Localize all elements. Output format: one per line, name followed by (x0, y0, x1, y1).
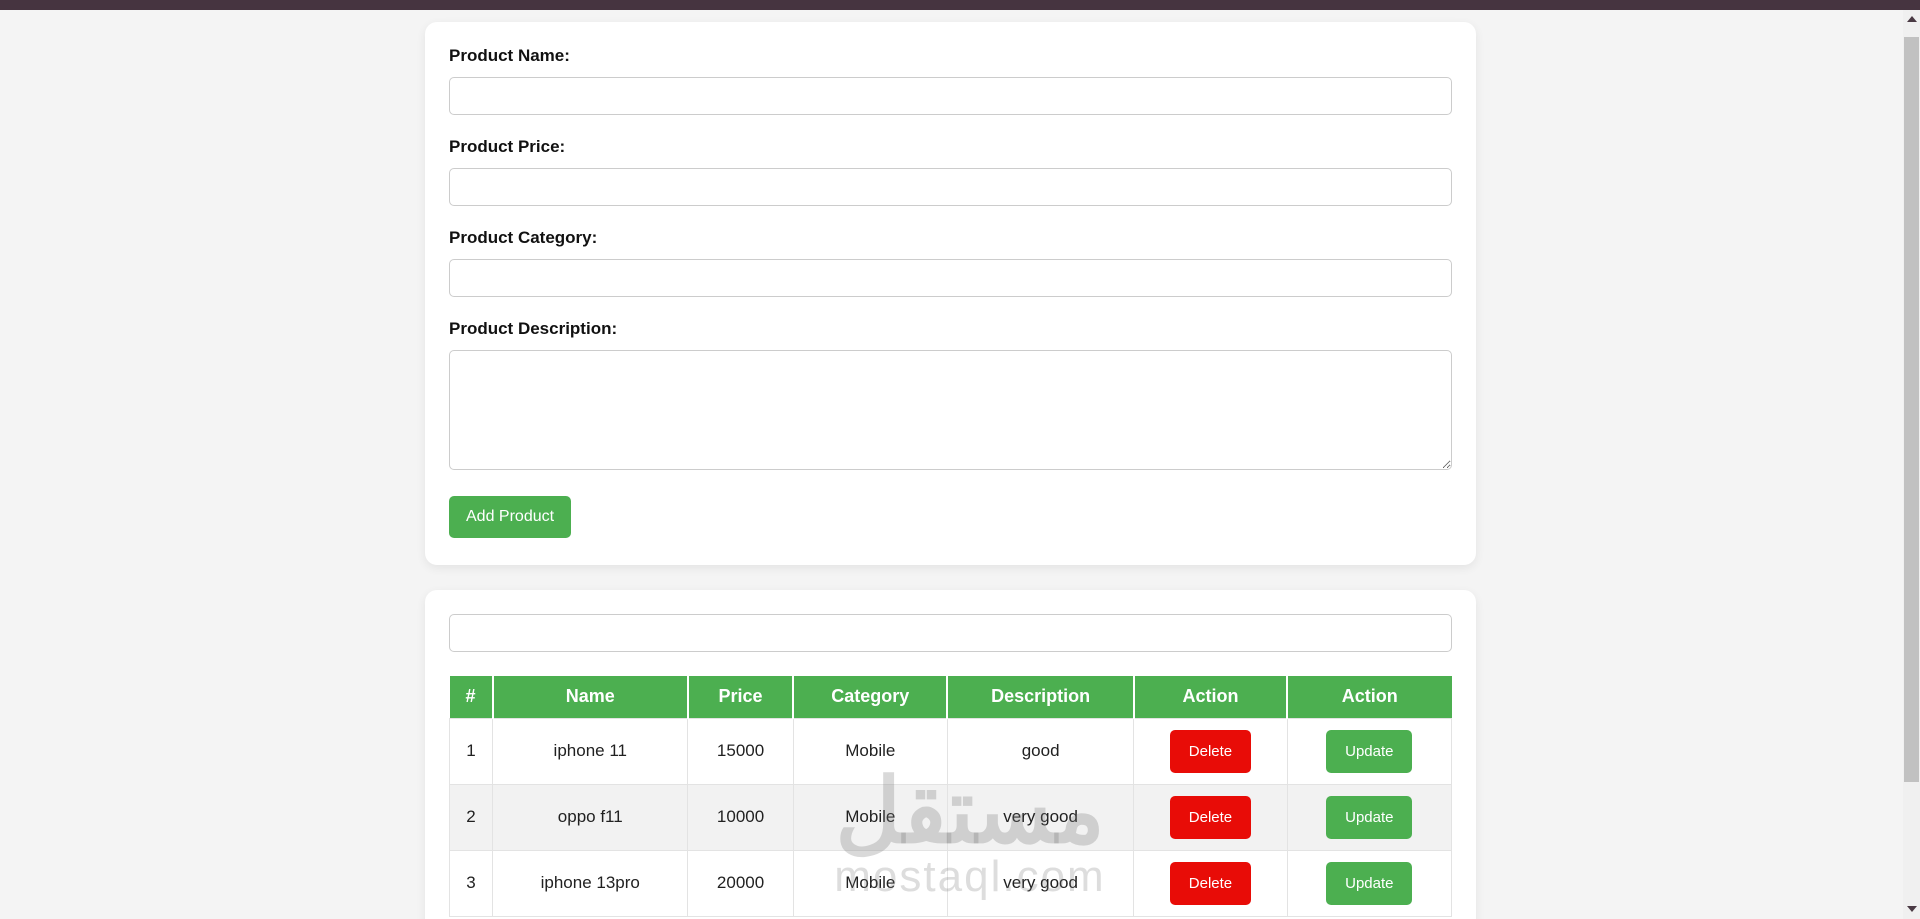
cell-action-delete: Delete (1133, 717, 1288, 785)
table-row: 1 iphone 11 15000 Mobile good Delete Upd… (448, 717, 1453, 785)
cell-name: oppo f11 (492, 783, 689, 851)
add-product-button[interactable]: Add Product (449, 496, 572, 538)
add-product-card: Product Name: Product Price: Product Cat… (425, 22, 1476, 565)
update-button[interactable]: Update (1326, 729, 1413, 773)
scroll-down-button[interactable] (1903, 900, 1920, 917)
cell-category: Mobile (792, 783, 948, 851)
cell-num: 3 (448, 849, 494, 917)
delete-button[interactable]: Delete (1169, 795, 1252, 839)
cell-action-update: Update (1286, 849, 1453, 917)
scroll-down-icon (1906, 905, 1917, 912)
table-row: 2 oppo f11 10000 Mobile very good Delete… (448, 783, 1453, 851)
table-row: 3 iphone 13pro 20000 Mobile very good De… (448, 849, 1453, 917)
product-category-input[interactable] (449, 259, 1452, 297)
product-name-label: Product Name: (449, 46, 570, 65)
delete-button[interactable]: Delete (1169, 729, 1252, 773)
product-category-group: Product Category: (449, 228, 1452, 297)
cell-num: 2 (448, 783, 494, 851)
cell-action-update: Update (1286, 783, 1453, 851)
col-header-price: Price (687, 676, 795, 718)
product-category-label: Product Category: (449, 228, 598, 247)
scrollbar-thumb[interactable] (1904, 37, 1919, 782)
product-description-label: Product Description: (449, 319, 618, 338)
col-header-action-update: Action (1287, 676, 1452, 718)
cell-category: Mobile (792, 717, 948, 785)
cell-action-delete: Delete (1133, 849, 1288, 917)
product-price-label: Product Price: (449, 137, 566, 156)
col-header-num: # (449, 676, 494, 718)
product-description-textarea[interactable] (449, 350, 1452, 470)
cell-price: 15000 (687, 717, 794, 785)
cell-name: iphone 11 (492, 717, 689, 785)
vertical-scrollbar[interactable] (1903, 10, 1920, 919)
cell-price: 10000 (687, 783, 794, 851)
table-search-input[interactable] (449, 614, 1452, 652)
cell-category: Mobile (792, 849, 948, 917)
cell-description: very good (946, 783, 1135, 851)
scroll-up-button[interactable] (1903, 10, 1920, 27)
product-name-input[interactable] (449, 77, 1452, 115)
col-header-action-delete: Action (1133, 676, 1289, 718)
delete-button[interactable]: Delete (1169, 861, 1252, 905)
cell-action-delete: Delete (1133, 783, 1288, 851)
product-description-group: Product Description: (449, 319, 1452, 470)
cell-name: iphone 13pro (492, 849, 689, 917)
cell-price: 20000 (687, 849, 794, 917)
cell-action-update: Update (1286, 717, 1453, 785)
cell-description: very good (946, 849, 1135, 917)
col-header-category: Category (793, 676, 949, 718)
cell-description: good (946, 717, 1135, 785)
product-price-input[interactable] (449, 168, 1452, 206)
cell-num: 1 (448, 717, 494, 785)
col-header-description: Description (947, 676, 1135, 718)
products-table-card: # Name Price Category Description Action… (425, 590, 1476, 919)
product-name-group: Product Name: (449, 46, 1452, 115)
col-header-name: Name (492, 676, 689, 718)
table-header-row: # Name Price Category Description Action… (449, 676, 1452, 718)
update-button[interactable]: Update (1326, 861, 1413, 905)
products-table: # Name Price Category Description Action… (448, 676, 1453, 917)
scroll-up-icon (1906, 15, 1917, 22)
update-button[interactable]: Update (1326, 795, 1413, 839)
product-price-group: Product Price: (449, 137, 1452, 206)
top-window-bar (0, 0, 1920, 10)
